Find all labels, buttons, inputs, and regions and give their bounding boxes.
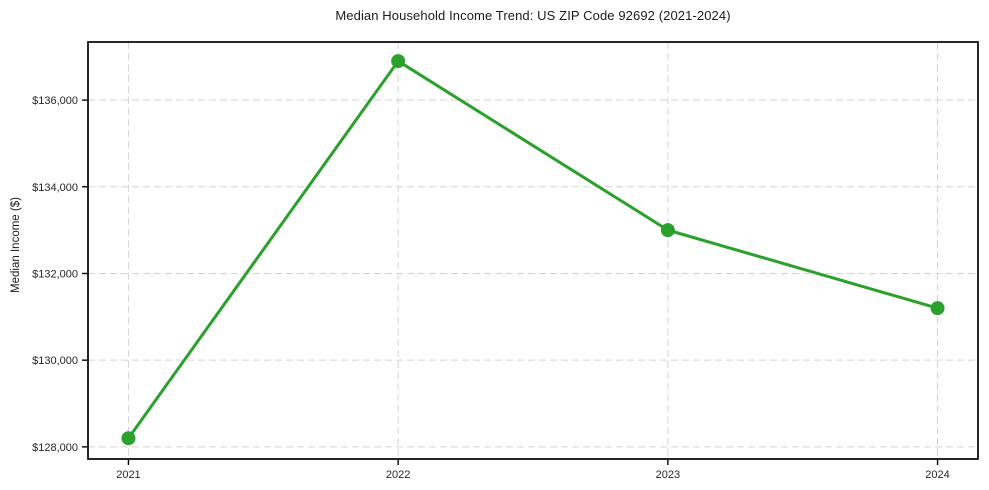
chart-title: Median Household Income Trend: US ZIP Co…	[335, 8, 731, 23]
y-tick-label: $132,000	[32, 268, 78, 280]
data-point-2022	[391, 54, 406, 69]
data-point-2023	[660, 223, 675, 238]
data-point-2024	[930, 301, 945, 316]
y-tick-label: $134,000	[32, 182, 78, 194]
y-axis-label: Median Income ($)	[10, 197, 22, 293]
plot-frame	[87, 41, 979, 460]
y-tick-label: $128,000	[32, 442, 78, 454]
x-tick-label: 2021	[116, 469, 140, 481]
x-tick-label: 2022	[386, 469, 410, 481]
x-tick-label: 2024	[925, 469, 949, 481]
y-tick-label: $136,000	[32, 95, 78, 107]
x-tick-label: 2023	[656, 469, 680, 481]
data-point-2021	[121, 431, 136, 446]
y-tick-label: $130,000	[32, 355, 78, 367]
trend-line	[126, 59, 940, 440]
